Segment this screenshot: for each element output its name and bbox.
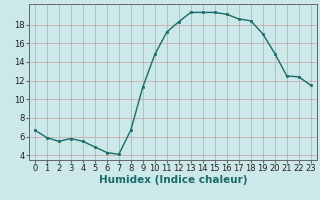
X-axis label: Humidex (Indice chaleur): Humidex (Indice chaleur) (99, 175, 247, 185)
